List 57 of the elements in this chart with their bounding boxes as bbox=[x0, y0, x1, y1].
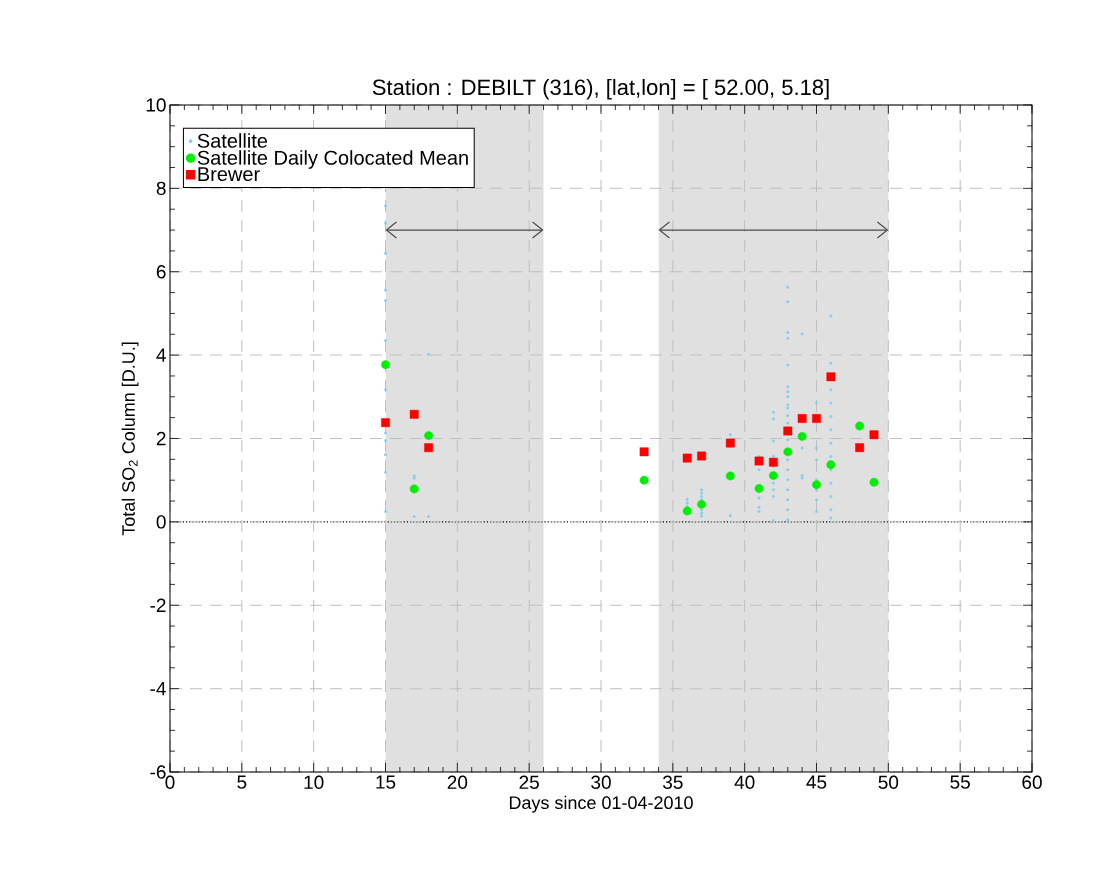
point bbox=[769, 471, 778, 480]
point bbox=[812, 480, 821, 490]
point bbox=[797, 432, 807, 441]
y-tick-label: 0 bbox=[156, 515, 166, 529]
y-tick-label: 10 bbox=[146, 98, 166, 112]
point bbox=[409, 484, 419, 494]
y-tick-label: -6 bbox=[150, 765, 166, 779]
point bbox=[783, 447, 793, 457]
x-tick-label: 40 bbox=[734, 775, 755, 789]
x-axis-title: Days since 01-04-2010 bbox=[509, 795, 693, 813]
point bbox=[639, 447, 649, 457]
point bbox=[424, 443, 433, 453]
x-tick-label: 10 bbox=[304, 775, 324, 789]
x-tick-label: 25 bbox=[519, 775, 539, 789]
x-tick-label: 60 bbox=[1022, 775, 1042, 789]
point bbox=[725, 471, 735, 481]
y-tick-label: 8 bbox=[156, 181, 166, 196]
point bbox=[754, 484, 764, 493]
point bbox=[869, 477, 879, 487]
x-tick-label: 20 bbox=[447, 775, 468, 789]
y-tick-label: 2 bbox=[156, 431, 166, 446]
point bbox=[812, 414, 821, 423]
point bbox=[697, 451, 706, 461]
x-tick-label: 35 bbox=[662, 775, 683, 789]
point bbox=[855, 421, 865, 431]
point bbox=[639, 475, 649, 485]
point bbox=[855, 443, 865, 453]
x-tick-label: 15 bbox=[376, 775, 396, 789]
x-tick-label: 50 bbox=[878, 775, 899, 789]
chart-title: Station : DEBILT (316), [lat,lon] = [ 52.00, 5.18] bbox=[372, 78, 829, 100]
x-tick-label: 5 bbox=[237, 775, 247, 789]
point bbox=[826, 372, 836, 382]
point bbox=[869, 430, 879, 440]
x-tick-label: 55 bbox=[950, 775, 970, 789]
point bbox=[682, 506, 692, 516]
point bbox=[769, 457, 778, 467]
x-tick-label: 0 bbox=[165, 775, 175, 789]
point bbox=[754, 456, 764, 466]
y-tick-label: 6 bbox=[156, 265, 166, 279]
point bbox=[797, 414, 807, 423]
point bbox=[826, 460, 836, 470]
legend-label: Satellite bbox=[197, 133, 268, 148]
point bbox=[783, 426, 793, 436]
y-tick-label: -4 bbox=[150, 682, 166, 696]
point bbox=[682, 453, 692, 463]
point bbox=[381, 418, 390, 428]
y-tick-label: -2 bbox=[150, 598, 166, 612]
x-tick-label: 45 bbox=[806, 775, 827, 789]
y-axis-title: Total SO$_{2}$ Column [D.U.] bbox=[121, 342, 139, 536]
point bbox=[409, 409, 419, 419]
point bbox=[381, 360, 390, 370]
point bbox=[725, 438, 735, 448]
point bbox=[424, 431, 433, 440]
y-tick-label: 4 bbox=[156, 348, 166, 362]
legend-label: Brewer bbox=[198, 167, 260, 182]
point bbox=[697, 499, 706, 509]
x-tick-label: 30 bbox=[591, 775, 611, 789]
